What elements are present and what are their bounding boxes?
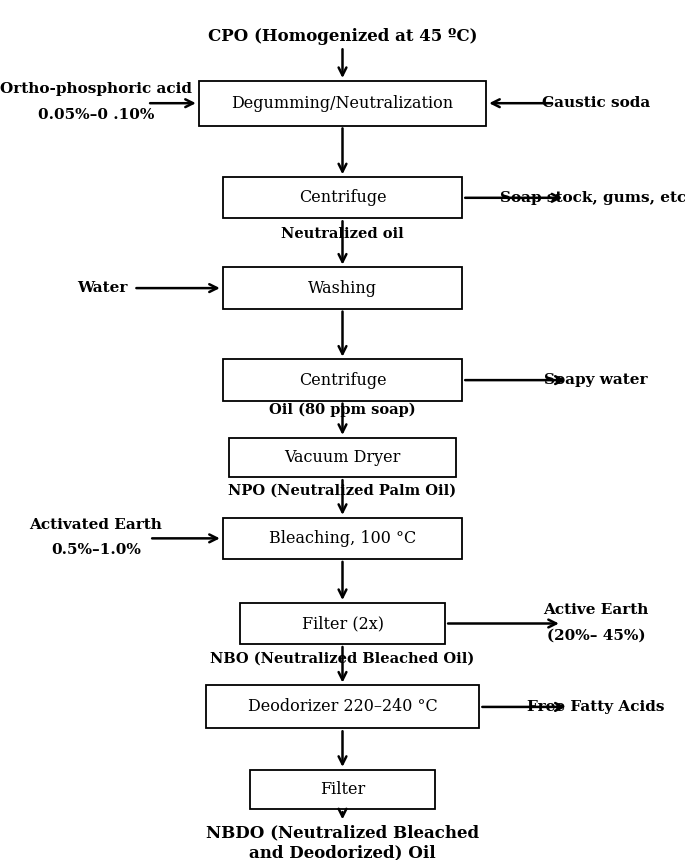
Text: Caustic soda: Caustic soda [542,96,650,110]
Text: 0.5%–1.0%: 0.5%–1.0% [51,544,141,557]
FancyBboxPatch shape [223,518,462,559]
Text: NBDO (Neutralized Bleached: NBDO (Neutralized Bleached [206,824,479,841]
Text: Washing: Washing [308,280,377,297]
Text: (20%– 45%): (20%– 45%) [547,629,645,642]
Text: and Deodorized) Oil: and Deodorized) Oil [249,845,436,860]
Text: Neutralized oil: Neutralized oil [281,227,404,241]
Text: Filter: Filter [320,781,365,798]
FancyBboxPatch shape [223,359,462,401]
Text: NBO (Neutralized Bleached Oil): NBO (Neutralized Bleached Oil) [210,652,475,666]
Text: Water: Water [77,281,128,295]
Text: Activated Earth: Activated Earth [29,518,162,531]
Text: Centrifuge: Centrifuge [299,189,386,206]
Text: Bleaching, 100 °C: Bleaching, 100 °C [269,530,416,547]
Text: Centrifuge: Centrifuge [299,372,386,389]
Text: 0.05%–0 .10%: 0.05%–0 .10% [38,108,154,122]
FancyBboxPatch shape [223,177,462,218]
Text: NPO (Neutralized Palm Oil): NPO (Neutralized Palm Oil) [228,483,457,497]
FancyBboxPatch shape [223,267,462,309]
Text: Degumming/Neutralization: Degumming/Neutralization [232,95,453,112]
Text: Deodorizer 220–240 °C: Deodorizer 220–240 °C [247,698,438,716]
Text: Free Fatty Acids: Free Fatty Acids [527,700,664,714]
Text: Soapy water: Soapy water [544,373,648,387]
Text: Filter (2x): Filter (2x) [301,615,384,632]
Text: Active Earth: Active Earth [543,603,649,617]
FancyBboxPatch shape [206,685,480,728]
Text: Soap stock, gums, etc.: Soap stock, gums, etc. [500,191,685,205]
Text: CPO (Homogenized at 45 ºC): CPO (Homogenized at 45 ºC) [208,28,477,45]
Text: Oil (80 ppm soap): Oil (80 ppm soap) [269,403,416,417]
FancyBboxPatch shape [240,603,445,644]
Text: Ortho-phosphoric acid: Ortho-phosphoric acid [0,83,192,96]
FancyBboxPatch shape [199,81,486,126]
Text: Vacuum Dryer: Vacuum Dryer [284,449,401,466]
FancyBboxPatch shape [229,438,456,477]
FancyBboxPatch shape [250,770,435,809]
